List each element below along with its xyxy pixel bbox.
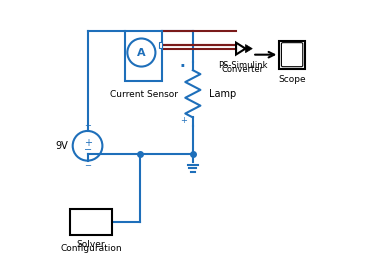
Polygon shape (246, 45, 252, 53)
Bar (279, 40, 305, 69)
Text: +: + (180, 116, 187, 125)
Text: PS-Simulink: PS-Simulink (218, 61, 268, 70)
Bar (159, 42, 162, 48)
Text: +: + (126, 44, 133, 53)
Text: −: − (85, 161, 92, 170)
Bar (125, 31, 162, 81)
Text: Converter: Converter (222, 65, 264, 74)
Text: −: − (83, 145, 92, 155)
Text: Solver: Solver (77, 240, 105, 249)
Text: Current Sensor: Current Sensor (110, 90, 178, 99)
Text: Configuration: Configuration (60, 244, 122, 253)
Text: +: + (85, 120, 92, 130)
Text: A: A (137, 48, 146, 58)
Text: 9V: 9V (55, 141, 68, 151)
Text: Lamp: Lamp (209, 89, 236, 99)
Text: Scope: Scope (278, 75, 306, 84)
Bar (70, 209, 112, 235)
Text: ▪: ▪ (180, 62, 184, 67)
Text: f(x) = 0: f(x) = 0 (74, 216, 108, 225)
Text: +: + (83, 137, 92, 148)
